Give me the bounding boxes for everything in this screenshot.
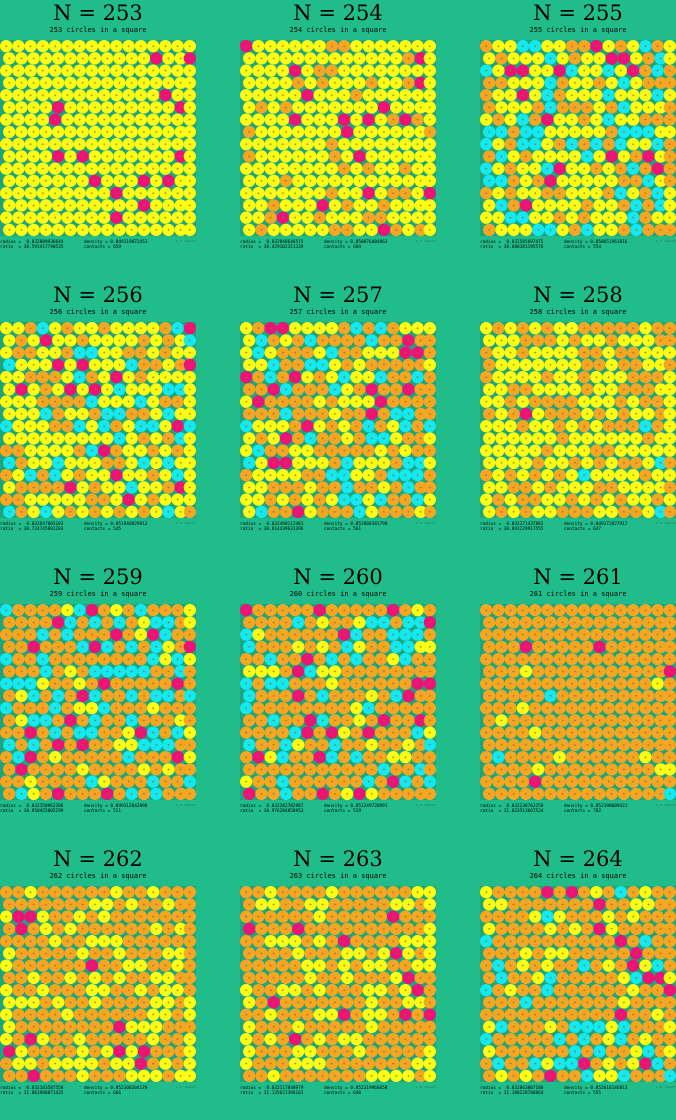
subtitle: 255 circles in a square	[480, 26, 676, 34]
stats-density-contacts: density = 0.850876484863 contacts = 684	[324, 240, 387, 250]
credit-text: © E. Specht	[176, 522, 196, 526]
circle-board	[0, 886, 196, 1082]
stats-radius-ratio: radius = 0.032647005183 ratio = 30.72474…	[0, 522, 63, 532]
stats-radius-ratio: radius = 0.032585697475 ratio = 30.68838…	[480, 240, 543, 250]
stats: radius = 0.032371437882 ratio = 30.89122…	[480, 522, 676, 536]
subtitle: 261 circles in a square	[480, 590, 676, 598]
packing-cell: N = 259 259 circles in a square radius =…	[0, 568, 226, 838]
stats-radius-ratio: radius = 0.032350962206 ratio = 30.95045…	[0, 804, 63, 814]
stats: radius = 0.032889936644 ratio = 30.59141…	[0, 240, 196, 254]
circle-board	[240, 40, 436, 236]
stats-density-contacts: density = 0.851249720991 contacts = 529	[324, 804, 387, 814]
stats-radius-ratio: radius = 0.032889936644 ratio = 30.59141…	[0, 240, 63, 250]
packing-cell: N = 261 261 circles in a square radius =…	[480, 568, 676, 838]
count-title: N = 253	[0, 0, 196, 26]
stats-density-contacts: density = 0.852880381790 contacts = 561	[324, 522, 387, 532]
stats: radius = 0.032350962206 ratio = 30.95045…	[0, 804, 196, 818]
stats: radius = 0.032238762250 ratio = 31.02351…	[480, 804, 676, 818]
credit-text: © E. Specht	[176, 240, 196, 244]
circle-board	[0, 604, 196, 800]
credit-text: © E. Specht	[176, 804, 196, 808]
circle-board	[480, 604, 676, 800]
count-title: N = 254	[240, 0, 436, 26]
credit-text: © E. Specht	[656, 240, 676, 244]
subtitle: 260 circles in a square	[240, 590, 436, 598]
circle-board	[240, 322, 436, 518]
stats-density-contacts: density = 0.852198089421 contacts = 702	[564, 804, 627, 814]
stats-density-contacts: density = 0.851948829812 contacts = 545	[84, 522, 147, 532]
stats: radius = 0.032647005183 ratio = 30.72474…	[0, 522, 196, 536]
stats: radius = 0.032282782987 ratio = 30.97628…	[240, 804, 436, 818]
stats-radius-ratio: radius = 0.032848646515 ratio = 30.42910…	[240, 240, 303, 250]
stats-density-contacts: density = 0.849119072453 contacts = 659	[84, 240, 147, 250]
stats-density-contacts: density = 0.849372827917 contacts = 647	[564, 522, 627, 532]
packing-cell: N = 258 258 circles in a square radius =…	[480, 286, 676, 556]
stats: radius = 0.032498112481 ratio = 30.81443…	[240, 522, 436, 536]
subtitle: 259 circles in a square	[0, 590, 196, 598]
subtitle: 257 circles in a square	[240, 308, 436, 316]
count-title: N = 258	[480, 282, 676, 308]
credit-text: © E. Specht	[416, 240, 436, 244]
packing-cell: N = 254 254 circles in a square radius =…	[240, 4, 466, 274]
count-title: N = 262	[0, 846, 196, 872]
circle-board	[480, 322, 676, 518]
credit-text: © E. Specht	[416, 522, 436, 526]
packing-cell: N = 255 255 circles in a square radius =…	[480, 4, 676, 274]
stats: radius = 0.032585697475 ratio = 30.68838…	[480, 240, 676, 254]
count-title: N = 256	[0, 282, 196, 308]
subtitle: 262 circles in a square	[0, 872, 196, 880]
packing-cell: N = 253 253 circles in a square radius =…	[0, 4, 226, 274]
circle-board	[0, 322, 196, 518]
count-title: N = 259	[0, 564, 196, 590]
circle-board	[240, 604, 436, 800]
count-title: N = 260	[240, 564, 436, 590]
packing-cell: N = 262 262 circles in a square radius =…	[0, 850, 226, 1120]
stats-radius-ratio: radius = 0.032498112481 ratio = 30.81443…	[240, 522, 303, 532]
stats: radius = 0.032848646515 ratio = 30.42910…	[240, 240, 436, 254]
subtitle: 253 circles in a square	[0, 26, 196, 34]
packing-cell: N = 260 260 circles in a square radius =…	[240, 568, 466, 838]
circle-board	[0, 40, 196, 236]
credit-text: © E. Specht	[416, 804, 436, 808]
circle-board	[480, 40, 676, 236]
credit-text: © E. Specht	[656, 522, 676, 526]
count-title: N = 255	[480, 0, 676, 26]
count-title: N = 257	[240, 282, 436, 308]
stats-radius-ratio: radius = 0.032371437882 ratio = 30.89122…	[480, 522, 543, 532]
subtitle: 258 circles in a square	[480, 308, 676, 316]
stats-density-contacts: density = 0.849312042898 contacts = 521	[84, 804, 147, 814]
subtitle: 254 circles in a square	[240, 26, 436, 34]
stats-radius-ratio: radius = 0.032282782987 ratio = 30.97628…	[240, 804, 303, 814]
count-title: N = 261	[480, 564, 676, 590]
stats-radius-ratio: radius = 0.032238762250 ratio = 31.02351…	[480, 804, 543, 814]
stats-density-contacts: density = 0.850651961816 contacts = 554	[564, 240, 627, 250]
subtitle: 256 circles in a square	[0, 308, 196, 316]
packing-cell: N = 257 257 circles in a square radius =…	[240, 286, 466, 556]
credit-text: © E. Specht	[656, 804, 676, 808]
packing-cell: N = 256 256 circles in a square radius =…	[0, 286, 226, 556]
